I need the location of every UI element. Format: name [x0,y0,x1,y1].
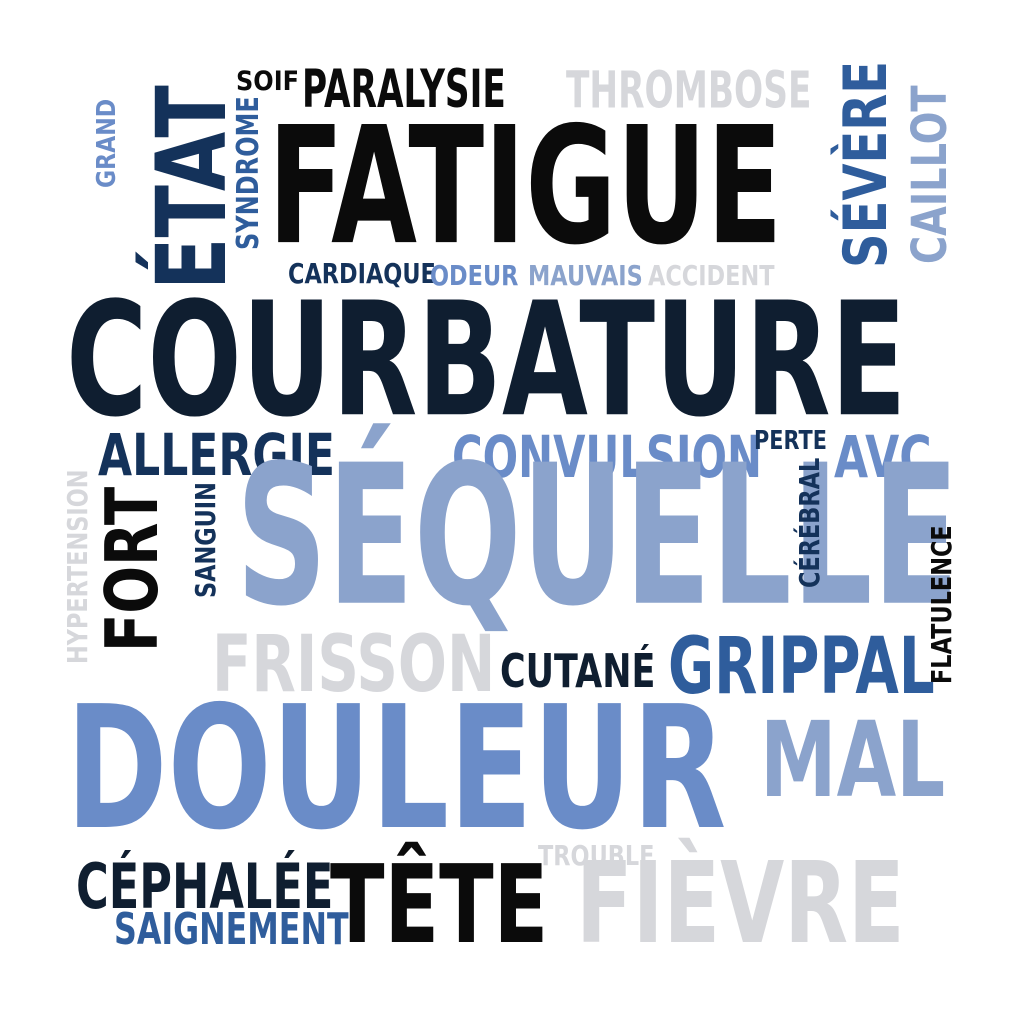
word-douleur: DOULEUR [66,670,727,868]
word-convulsion: CONVULSION [452,423,763,491]
word-courbature: COURBATURE [66,269,907,453]
word-grand: GRAND [92,98,122,188]
word-mal: MAL [760,699,946,821]
word-syndrome: SYNDROME [231,96,266,250]
word-saignement: SAIGNEMENT [114,904,349,955]
word-mauvais: MAUVAIS [528,259,643,292]
word-avc: AVC [834,423,932,491]
word-sanguin: SANGUIN [189,482,222,598]
word-sequelle: SÉQUELLE [236,423,960,649]
word-cephalee: CÉPHALÉE [76,850,334,923]
word-fievre: FIÈVRE [576,839,905,969]
word-trouble: TROUBLE [538,839,655,872]
word-tete: TÊTE [330,843,549,968]
word-severe: SÉVÈRE [831,60,901,268]
word-hypertension: HYPERTENSION [61,469,94,664]
word-etat: ÉTAT [136,85,248,290]
word-accident: ACCIDENT [648,259,775,292]
word-cerebral: CÉRÉBRAL [793,457,826,588]
word-caillot: CAILLOT [902,85,958,264]
word-cutane: CUTANÉ [500,644,656,698]
word-frisson: FRISSON [212,620,496,710]
word-fort: FORT [90,486,174,652]
word-odeur: ODEUR [430,259,519,292]
word-thrombose: THROMBOSE [566,61,812,121]
word-allergie: ALLERGIE [98,421,336,489]
word-paralysie: PARALYSIE [302,59,506,121]
word-soif: SOIF [236,65,300,97]
word-fatigue: FATIGUE [268,93,783,281]
word-grippal: GRIPPAL [668,622,935,712]
word-perte: PERTE [754,426,827,456]
word-cardiaque: CARDIAQUE [288,257,436,290]
